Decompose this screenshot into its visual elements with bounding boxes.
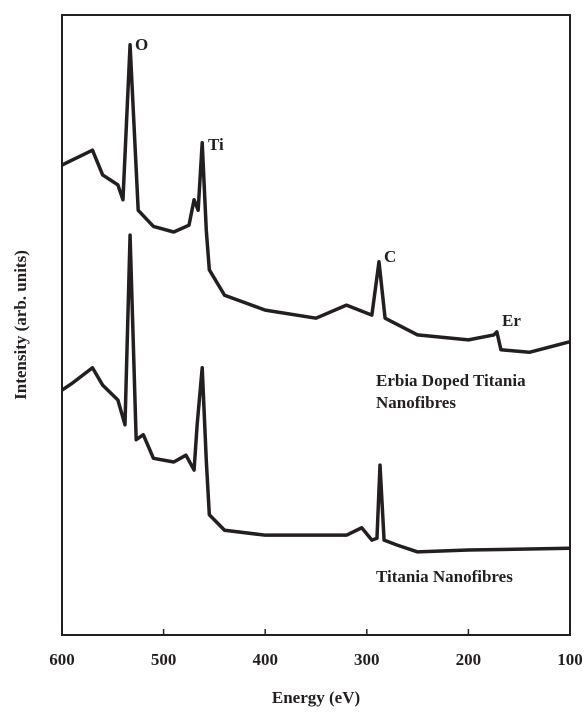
series-label: Titania Nanofibres bbox=[376, 567, 513, 586]
spectrum-line bbox=[61, 43, 571, 355]
x-tick-label: 400 bbox=[252, 650, 278, 669]
peak-label: O bbox=[135, 35, 148, 54]
x-tick-label: 600 bbox=[49, 650, 75, 669]
peak-label: Ti bbox=[208, 135, 224, 154]
x-tick-label: 500 bbox=[151, 650, 177, 669]
plot-frame bbox=[61, 14, 571, 636]
y-axis-label: Intensity (arb. units) bbox=[11, 250, 30, 400]
spectrum-line bbox=[61, 233, 571, 554]
x-tick-label: 300 bbox=[354, 650, 380, 669]
peak-label: C bbox=[384, 247, 396, 266]
series-label: Erbia Doped Titania Nanofibres bbox=[376, 371, 526, 412]
x-axis-label: Energy (eV) bbox=[272, 688, 360, 707]
peak-label: Er bbox=[502, 311, 521, 330]
x-tick-label: 200 bbox=[456, 650, 482, 669]
x-tick-label: 100 bbox=[557, 650, 583, 669]
